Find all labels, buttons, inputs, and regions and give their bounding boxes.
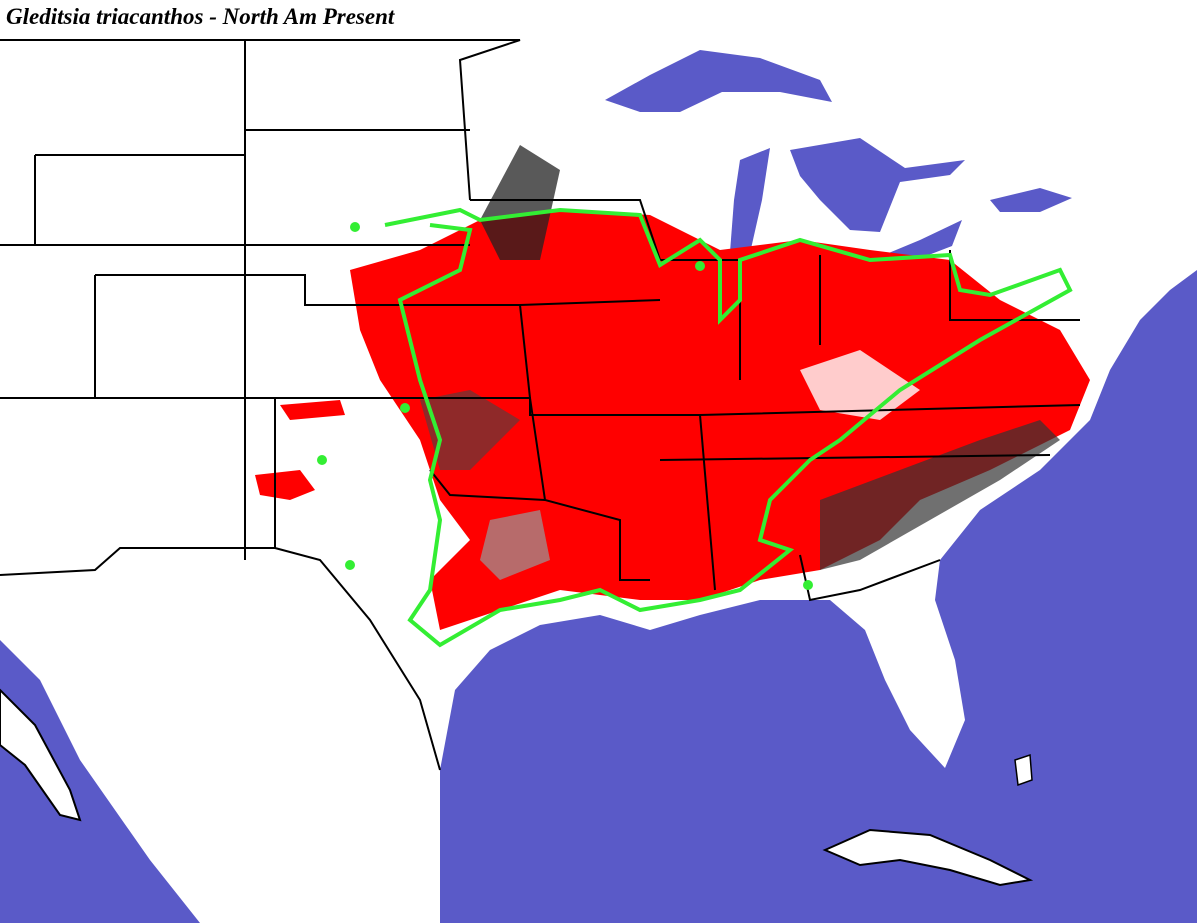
dark-patch bbox=[480, 145, 560, 260]
bahamas bbox=[1014, 753, 1033, 787]
range-dot bbox=[317, 455, 327, 465]
cuba bbox=[822, 828, 1034, 887]
white-gap bbox=[800, 350, 920, 420]
outlier-red bbox=[280, 400, 345, 420]
outlier-red bbox=[255, 470, 315, 500]
map-title: Gleditsia triacanthos - North Am Present bbox=[6, 4, 395, 29]
range-dot bbox=[400, 403, 410, 413]
dark-patch bbox=[820, 420, 1060, 570]
range-dot bbox=[695, 261, 705, 271]
range-dot bbox=[345, 560, 355, 570]
gray-patch bbox=[480, 510, 550, 580]
dark-patch bbox=[420, 390, 520, 470]
range-dot bbox=[803, 580, 813, 590]
lake-huron bbox=[790, 138, 965, 232]
lake-superior bbox=[605, 50, 832, 112]
pacific bbox=[0, 640, 200, 923]
range-outline bbox=[384, 207, 1073, 648]
lake-ontario bbox=[990, 188, 1072, 212]
baja bbox=[0, 688, 82, 822]
range-dot bbox=[350, 222, 360, 232]
lake-michigan bbox=[730, 148, 770, 262]
gulf-atlantic bbox=[440, 270, 1197, 923]
